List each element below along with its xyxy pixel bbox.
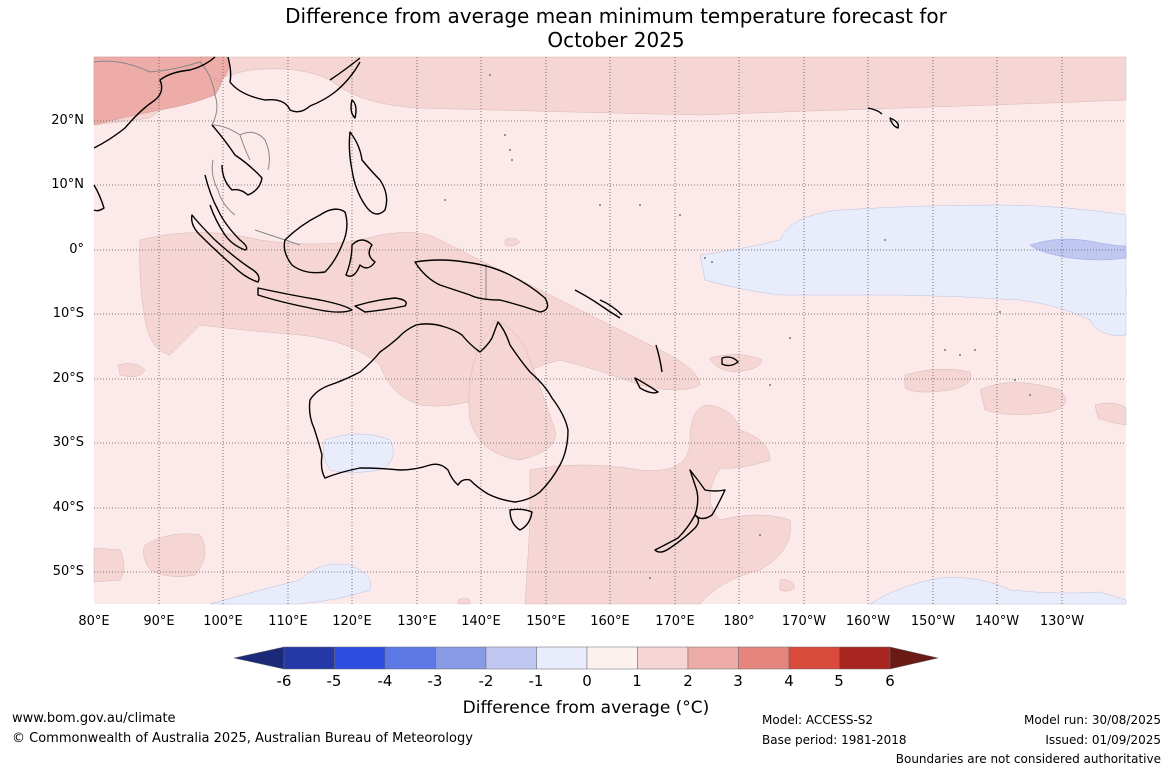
title-line-2: October 2025 bbox=[547, 28, 685, 52]
colorbar-cell bbox=[536, 646, 588, 670]
lon-label-80e: 80°E bbox=[78, 614, 110, 629]
lon-label-170e: 170°E bbox=[655, 614, 695, 629]
colorbar-tick-m2: -2 bbox=[478, 672, 494, 690]
lon-label-170w: 170°W bbox=[781, 614, 827, 629]
tasmania bbox=[509, 508, 533, 531]
colorbar-cell bbox=[283, 646, 335, 670]
sulawesi bbox=[345, 239, 376, 277]
lon-label-120e: 120°E bbox=[332, 614, 372, 629]
colorbar-extend-high bbox=[889, 646, 939, 670]
taiwan bbox=[350, 99, 357, 119]
lon-label-160e: 160°E bbox=[590, 614, 630, 629]
lat-label-20s: 20°S bbox=[52, 371, 84, 386]
colorbar-cell bbox=[485, 646, 537, 670]
lon-label-100e: 100°E bbox=[203, 614, 243, 629]
footer-url: www.bom.gov.au/climate bbox=[12, 711, 176, 726]
colorbar-tick-m1: -1 bbox=[528, 672, 544, 690]
colorbar-tick-5: 5 bbox=[834, 672, 844, 690]
colorbar-cell bbox=[839, 646, 891, 670]
new-caledonia bbox=[634, 377, 659, 394]
colorbar-tick-0: 0 bbox=[582, 672, 592, 690]
small-islands bbox=[444, 74, 1031, 579]
nz-south-island bbox=[654, 514, 700, 553]
australia bbox=[308, 321, 569, 503]
philippines bbox=[348, 131, 388, 215]
lat-label-10s: 10°S bbox=[52, 306, 84, 321]
hawaii bbox=[867, 107, 900, 129]
colorbar-title: Difference from average (°C) bbox=[462, 698, 710, 718]
borneo bbox=[283, 208, 348, 274]
footer-model: Model: ACCESS-S2 bbox=[762, 713, 874, 727]
japan bbox=[329, 57, 361, 81]
java bbox=[257, 287, 353, 313]
lon-label-130e: 130°E bbox=[397, 614, 437, 629]
colorbar-tick-4: 4 bbox=[784, 672, 794, 690]
colorbar-cell bbox=[788, 646, 840, 670]
asia-coast bbox=[93, 56, 361, 149]
title-line-1: Difference from average mean minimum tem… bbox=[285, 4, 947, 28]
chart-title: Difference from average mean minimum tem… bbox=[0, 4, 1173, 52]
solomon-islands bbox=[574, 289, 623, 319]
footer-copyright: © Commonwealth of Australia 2025, Austra… bbox=[12, 731, 473, 746]
malay-peninsula bbox=[204, 174, 248, 251]
lon-label-90e: 90°E bbox=[143, 614, 175, 629]
colorbar-tick-1: 1 bbox=[632, 672, 642, 690]
colorbar-cell bbox=[738, 646, 790, 670]
colorbar-tick-3: 3 bbox=[733, 672, 743, 690]
footer-disclaimer: Boundaries are not considered authoritat… bbox=[895, 752, 1161, 766]
footer-base-period: Base period: 1981-2018 bbox=[762, 733, 907, 747]
fiji bbox=[721, 356, 739, 367]
lon-label-150w: 150°W bbox=[910, 614, 956, 629]
lon-label-110e: 110°E bbox=[268, 614, 308, 629]
indochina-coast bbox=[211, 124, 263, 196]
lat-label-0: 0° bbox=[69, 242, 84, 257]
colorbar-cell bbox=[334, 646, 386, 670]
colorbar-tick-m4: -4 bbox=[377, 672, 393, 690]
country-borders bbox=[93, 60, 487, 300]
lat-label-30s: 30°S bbox=[52, 435, 84, 450]
lon-label-160w: 160°W bbox=[845, 614, 891, 629]
lesser-sunda bbox=[354, 297, 407, 313]
vanuatu bbox=[655, 344, 663, 373]
lon-label-140w: 140°W bbox=[974, 614, 1020, 629]
india-tip bbox=[93, 184, 105, 212]
lat-label-50s: 50°S bbox=[52, 564, 84, 579]
colorbar-tick-m3: -3 bbox=[427, 672, 443, 690]
nz-north-island bbox=[689, 469, 726, 520]
coastlines bbox=[93, 56, 900, 553]
graticule bbox=[94, 57, 1126, 604]
lon-label-150e: 150°E bbox=[526, 614, 566, 629]
lat-label-20n: 20°N bbox=[51, 113, 84, 128]
footer-issued: Issued: 01/09/2025 bbox=[1045, 733, 1161, 747]
colorbar-cell bbox=[687, 646, 739, 670]
lon-label-140e: 140°E bbox=[461, 614, 501, 629]
lon-label-180: 180° bbox=[723, 614, 755, 629]
lon-label-130w: 130°W bbox=[1039, 614, 1085, 629]
new-guinea bbox=[414, 259, 549, 313]
colorbar-tick-6: 6 bbox=[885, 672, 895, 690]
colorbar-tick-m5: -5 bbox=[326, 672, 342, 690]
colorbar-tick-2: 2 bbox=[683, 672, 693, 690]
lat-label-10n: 10°N bbox=[51, 177, 84, 192]
colorbar-cell bbox=[586, 646, 638, 670]
colorbar-cell bbox=[384, 646, 436, 670]
colorbar-tick-m6: -6 bbox=[276, 672, 292, 690]
sumatra bbox=[190, 214, 260, 283]
anomaly-minus2-to-minus1-region bbox=[1029, 238, 1127, 261]
colorbar-extend-low bbox=[233, 646, 285, 670]
footer-model-run: Model run: 30/08/2025 bbox=[1023, 713, 1161, 727]
colorbar-cell bbox=[637, 646, 689, 670]
colorbar-cell bbox=[435, 646, 487, 670]
lat-label-40s: 40°S bbox=[52, 500, 84, 515]
